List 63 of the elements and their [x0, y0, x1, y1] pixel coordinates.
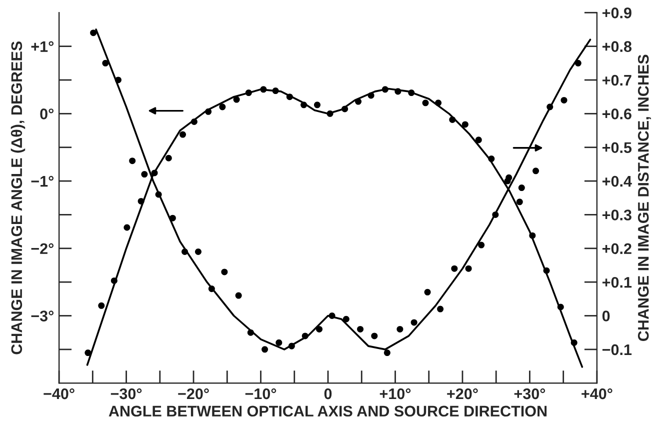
point: [235, 292, 242, 299]
x-tick-label: +30°: [514, 388, 546, 400]
y-tick-label: 0°: [40, 108, 54, 120]
point: [314, 102, 320, 108]
y2-tick-label: +0.3: [602, 210, 632, 220]
point: [219, 104, 226, 110]
y2-tick-label: −0.1: [602, 344, 632, 356]
point: [221, 268, 228, 276]
x-tick-label: −40°: [44, 388, 74, 400]
y2-tick-label: +0.7: [602, 74, 632, 86]
point: [316, 326, 323, 332]
point: [262, 346, 268, 353]
point: [475, 136, 482, 144]
point: [560, 96, 568, 104]
x-axis-title: ANGLE BETWEEN OPTICAL AXIS AND SOURCE DIRECTION: [108, 406, 547, 417]
point: [462, 121, 468, 128]
y2-tick-label: +0.2: [602, 243, 632, 254]
x-tick-label: −30°: [110, 388, 142, 400]
point: [422, 100, 429, 106]
point: [451, 265, 458, 272]
point: [410, 319, 418, 326]
point: [276, 339, 282, 346]
y2-axis-title: CHANGE IN IMAGE DISTANCE, INCHES: [638, 54, 651, 341]
y2-tick-label: +0.1: [602, 276, 632, 288]
y2-tick-label: +0.5: [602, 142, 632, 154]
point: [506, 174, 512, 181]
x-tick-label: 0: [324, 388, 332, 400]
y2-tick-label: +0.9: [602, 8, 632, 18]
point: [98, 302, 105, 309]
y2-tick-label: +0.8: [602, 41, 632, 52]
point: [532, 168, 540, 174]
point: [129, 158, 136, 164]
x-tick-label: −10°: [245, 388, 276, 400]
x-tick-label: +40°: [582, 388, 612, 400]
y2-tick-label: +0.4: [602, 176, 632, 187]
point: [165, 154, 172, 162]
point: [516, 198, 523, 206]
point: [124, 224, 130, 231]
point: [357, 326, 364, 332]
point: [342, 316, 350, 322]
y-tick-label: +1°: [31, 41, 54, 52]
x-tick-label: +10°: [380, 388, 411, 400]
point: [424, 288, 431, 296]
y2-tick-label: +0.6: [602, 108, 632, 120]
x-tick-label: +20°: [447, 388, 478, 400]
point: [465, 265, 472, 272]
y2-tick-label: 0: [602, 310, 610, 322]
x-tick-label: −20°: [178, 388, 209, 400]
point: [102, 60, 109, 66]
point: [141, 171, 148, 178]
point: [371, 332, 378, 340]
point: [180, 131, 186, 138]
point: [90, 30, 97, 36]
point: [518, 184, 525, 192]
point: [396, 326, 404, 332]
y-tick-label: −2°: [31, 243, 54, 254]
y-tick-label: −3°: [31, 310, 54, 322]
y-axis-title: CHANGE IN IMAGE ANGLE (Δθ), DEGREES: [10, 41, 26, 354]
point: [437, 306, 444, 312]
y-tick-label: −1°: [31, 176, 54, 187]
point: [384, 350, 390, 356]
point: [194, 248, 202, 256]
point: [478, 242, 485, 248]
